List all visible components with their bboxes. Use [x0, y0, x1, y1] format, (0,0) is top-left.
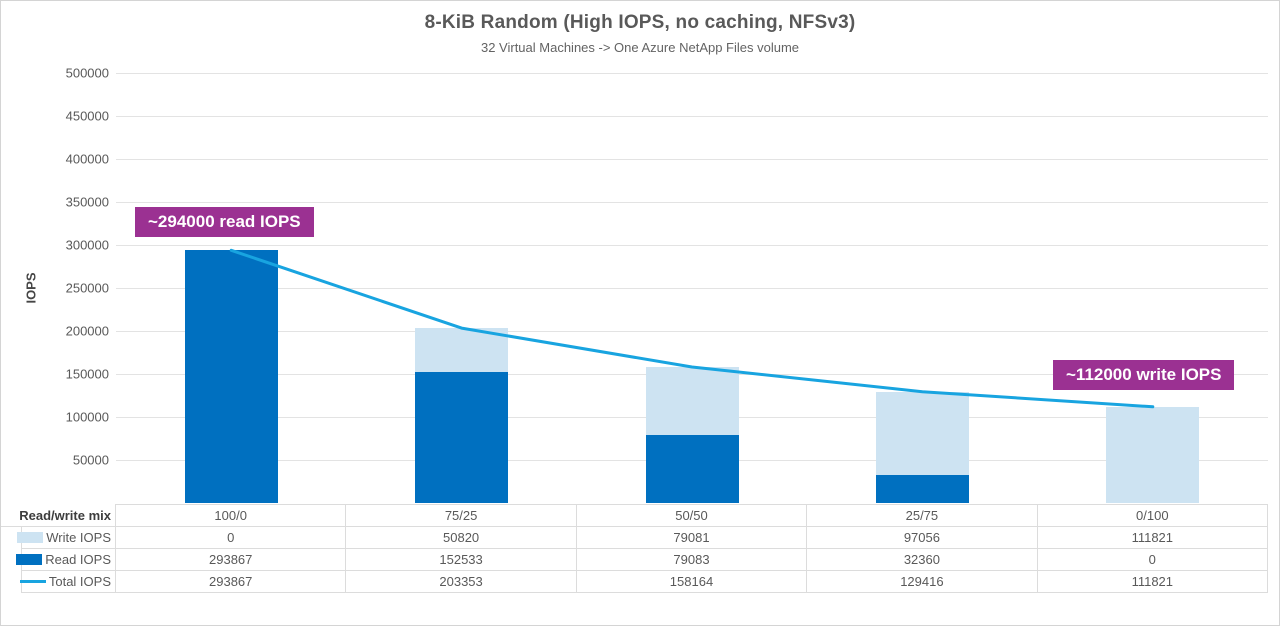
chart-title: 8-KiB Random (High IOPS, no caching, NFS… — [424, 12, 856, 33]
total-iops-value: 203353 — [346, 571, 577, 593]
read-iops-value: 0 — [1037, 549, 1268, 571]
annotation-write-iops: ~112000 write IOPS — [1053, 360, 1235, 390]
read-iops-row-legend-swatch — [16, 554, 43, 565]
write-iops-bar — [415, 328, 509, 372]
gridline — [116, 73, 1268, 74]
gridline — [116, 288, 1268, 289]
write-iops-bar — [875, 391, 969, 476]
y-tick-label: 50000 — [72, 452, 109, 468]
write-iops-value: 111821 — [1037, 527, 1268, 549]
annotation-read-iops: ~294000 read IOPS — [135, 207, 314, 237]
row-header-label: Read/write mix — [19, 507, 111, 523]
write-iops-value: 79081 — [576, 527, 808, 549]
y-tick-label: 250000 — [65, 280, 109, 296]
total-iops-row-legend-swatch — [19, 580, 46, 583]
y-tick-label: 200000 — [65, 323, 109, 339]
total-iops-line — [229, 248, 1155, 409]
row-header: Read/write mix — [1, 504, 116, 527]
chart-subtitle: 32 Virtual Machines -> One Azure NetApp … — [480, 40, 800, 55]
read-iops-bar — [415, 371, 509, 503]
write-iops-row-label: Write IOPS — [46, 530, 111, 545]
read-iops-bar — [875, 475, 969, 503]
gridline — [116, 202, 1268, 203]
write-iops-bar — [645, 367, 739, 435]
total-iops-row-label: Total IOPS — [48, 574, 111, 589]
category-cell: 100/0 — [116, 504, 347, 527]
category-cell: 50/50 — [576, 504, 808, 527]
read-iops-row-label: Read IOPS — [45, 552, 111, 567]
write-iops-value: 0 — [116, 527, 347, 549]
y-tick-label: 300000 — [65, 237, 109, 253]
data-table: Read/write mix 100/0 75/25 50/50 25/75 0/100 W… — [1, 504, 1268, 593]
read-iops-value: 32360 — [807, 549, 1038, 571]
read-iops-value: 152533 — [346, 549, 577, 571]
total-iops-value: 129416 — [807, 571, 1038, 593]
y-tick-label: 350000 — [65, 194, 109, 210]
write-iops-row: Write IOPS — [17, 527, 116, 549]
write-iops-row-legend-swatch — [17, 532, 44, 543]
gridline — [116, 116, 1268, 117]
y-tick-label: 100000 — [65, 409, 109, 425]
total-iops-value: 111821 — [1037, 571, 1268, 593]
total-iops-value: 158164 — [576, 571, 808, 593]
gridline — [116, 331, 1268, 332]
read-iops-row: Read IOPS — [16, 549, 116, 571]
read-iops-bar — [184, 250, 278, 503]
category-cell: 75/25 — [346, 504, 577, 527]
read-iops-value: 79083 — [576, 549, 808, 571]
total-iops-row: Total IOPS — [19, 571, 116, 593]
read-iops-value: 293867 — [116, 549, 347, 571]
read-iops-bar — [645, 435, 739, 503]
plot-area — [116, 73, 1268, 503]
y-tick-label: 400000 — [65, 151, 109, 167]
y-tick-label: 450000 — [65, 108, 109, 124]
gridline — [116, 245, 1268, 246]
category-cell: 0/100 — [1037, 504, 1268, 527]
total-iops-value: 293867 — [116, 571, 347, 593]
write-iops-value: 97056 — [807, 527, 1038, 549]
y-tick-label: 500000 — [65, 65, 109, 81]
category-cell: 25/75 — [807, 504, 1038, 527]
y-tick-label: 150000 — [65, 366, 109, 382]
write-iops-value: 50820 — [346, 527, 577, 549]
gridline — [116, 159, 1268, 160]
write-iops-bar — [1106, 406, 1200, 503]
